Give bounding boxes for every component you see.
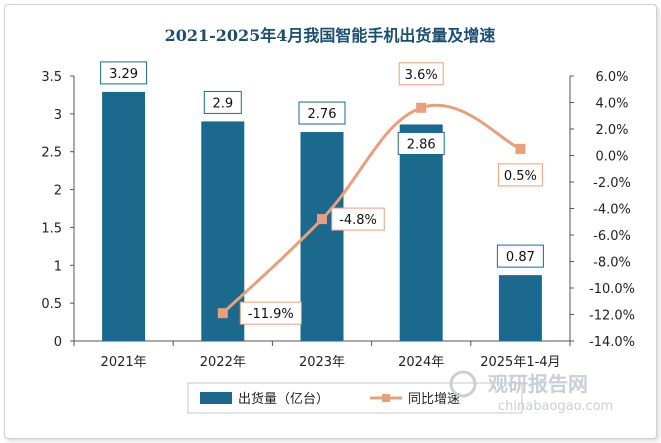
bar-value-label-box (100, 61, 148, 85)
y-right-tick-label: 2.0% (595, 123, 628, 138)
legend-box (187, 382, 523, 414)
line-value-label-box (398, 62, 444, 86)
bar-value-label-box (298, 101, 346, 125)
y-right-tick-label: -12.0% (589, 309, 635, 324)
y-right-tick-label: 4.0% (595, 97, 628, 112)
y-left-tick-label: 1 (54, 259, 62, 274)
x-category-label: 2023年 (299, 355, 345, 370)
legend: 出货量（亿台） 同比增速 (187, 382, 523, 414)
y-right-tick-label: -8.0% (593, 256, 631, 271)
bar-value-label-box (397, 131, 445, 155)
watermark: 观研报告网 chinabaogao.com (449, 370, 613, 414)
chart-title: 2021-2025年4月我国智能手机出货量及增速 (165, 26, 496, 45)
y-right-tick-label: -6.0% (593, 229, 631, 244)
data-labels: 3.29 2.9 2.76 2.86 0.87 -11.9% -4.8% 3.6% 0.5% (100, 61, 544, 325)
x-category-label: 2022年 (200, 355, 246, 370)
line-value-label-box (497, 163, 543, 187)
watermark-text-cn: 观研报告网 (488, 372, 588, 396)
legend-label-line: 同比增速 (408, 392, 460, 407)
growth-point (416, 102, 427, 113)
y-left-tick-label: 0.5 (41, 297, 62, 312)
line-value-label-box (239, 301, 302, 325)
y-left-tick-label: 2.5 (41, 146, 62, 161)
y-right-tick-label: -10.0% (589, 282, 635, 297)
x-category-label: 2024年 (398, 355, 444, 370)
bar-value-label: 0.87 (506, 250, 535, 265)
x-category-label: 2025年1-4月 (480, 355, 560, 370)
bars (102, 91, 542, 342)
axes: 0 0.5 1 1.5 2 2.5 3 3.5 -14.0% -12.0% -10.0% -8.0% -… (41, 70, 635, 370)
bar (201, 121, 245, 341)
growth-point (217, 308, 228, 319)
bar-value-label: 2.9 (212, 96, 233, 111)
bar (300, 132, 344, 341)
bar-value-label: 3.29 (109, 67, 138, 82)
y-left-tick-label: 3 (54, 108, 62, 123)
bar (498, 275, 542, 341)
y-right-tick-label: 0.0% (595, 150, 628, 165)
x-category-label: 2021年 (101, 355, 147, 370)
bar (399, 124, 443, 341)
watermark-text-en: chinabaogao.com (498, 399, 613, 414)
growth-line-path (221, 103, 522, 315)
y-right-tick-label: -2.0% (593, 176, 631, 191)
bar-value-label: 2.86 (407, 137, 436, 152)
line-value-label-box (331, 207, 385, 231)
watermark-logo-icon (449, 370, 477, 398)
y-right-tick-label: 6.0% (595, 70, 628, 85)
y-right-tick-label: -14.0% (589, 335, 635, 350)
line-value-label: 0.5% (504, 169, 537, 184)
y-right-tick-label: -4.0% (593, 203, 631, 218)
y-left-tick-label: 1.5 (41, 221, 62, 236)
y-left-tick-label: 2 (54, 184, 62, 199)
line-value-label: -11.9% (248, 307, 294, 322)
line-value-label: -4.8% (339, 213, 377, 228)
growth-point (515, 143, 526, 154)
y-left-tick-label: 3.5 (41, 70, 62, 85)
legend-swatch-bar (200, 392, 232, 404)
growth-line (217, 102, 526, 319)
growth-point (317, 214, 327, 225)
line-value-label: 3.6% (405, 68, 438, 83)
legend-label-bar: 出货量（亿台） (238, 391, 329, 407)
y-left-tick-label: 0 (54, 335, 62, 350)
legend-swatch-marker (382, 394, 390, 402)
bar-value-label-box (496, 244, 544, 268)
bar-value-label-box (203, 90, 242, 114)
bar (102, 91, 146, 342)
bar-value-label: 2.76 (308, 107, 337, 122)
